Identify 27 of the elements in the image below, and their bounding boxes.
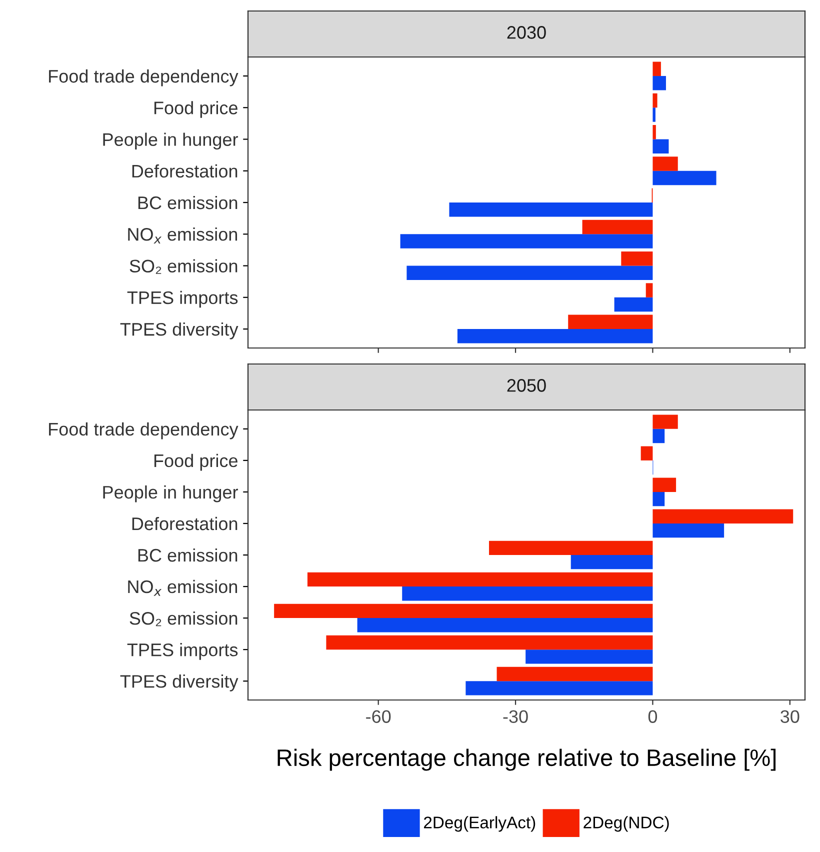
y-tick-label: Food trade dependency: [49, 69, 238, 86]
x-tick-label: -30: [503, 710, 528, 723]
y-tick-label: People in hunger: [103, 485, 238, 502]
y-tick-label: TPES diversity: [120, 322, 238, 340]
y-tick-label: TPES diversity: [120, 674, 238, 692]
y-tick-label: Deforestation: [132, 164, 238, 178]
y-tick-label: NO$_{x}$ emission: [128, 227, 238, 244]
chart-title: 2050: [507, 379, 546, 392]
y-tick-label: BC emission: [138, 196, 238, 210]
y-tick-label: SO₂ emission: [130, 612, 238, 626]
y-tick-label: TPES imports: [127, 643, 238, 660]
x-axis-title: Risk percentage change relative to Baseline [%]: [278, 748, 776, 771]
y-tick-label: BC emission: [138, 548, 238, 562]
y-tick-label: Food trade dependency: [49, 422, 238, 440]
x-tick-label: 30: [780, 710, 800, 723]
y-tick-label: Food price: [154, 101, 238, 118]
chart-title: 2030: [507, 26, 546, 39]
x-tick-label: 0: [648, 710, 658, 723]
legend-label: 2Deg(EarlyAct): [424, 816, 536, 832]
y-tick-label: Food price: [154, 454, 238, 471]
x-tick-label: -60: [366, 710, 391, 723]
y-tick-label: NO$_{x}$ emission: [128, 580, 238, 596]
y-tick-label: Deforestation: [132, 516, 238, 530]
y-tick-label: TPES imports: [127, 290, 238, 308]
y-tick-label: People in hunger: [103, 132, 238, 150]
legend-label: 2Deg(NDC): [584, 816, 669, 832]
y-tick-label: SO₂ emission: [130, 259, 238, 274]
